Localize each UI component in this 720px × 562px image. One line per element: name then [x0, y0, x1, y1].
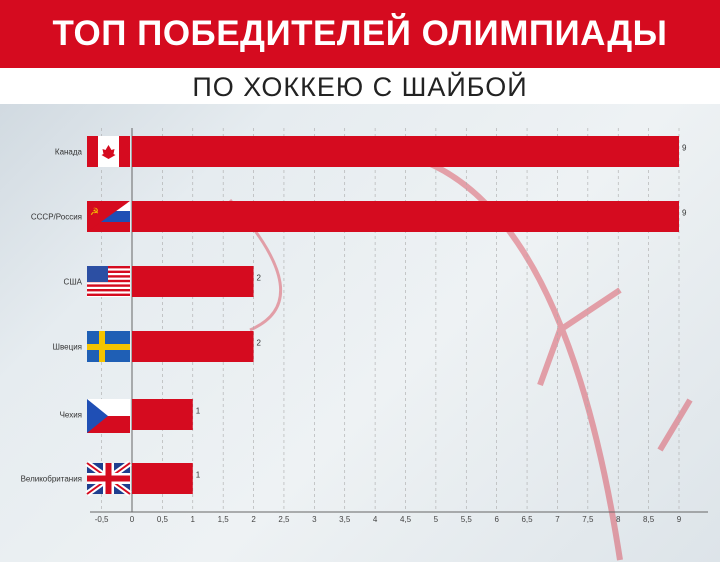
canada-flag-icon [87, 136, 130, 167]
data-label: 1 [196, 407, 201, 416]
bar-row: Канада 9 [55, 136, 687, 167]
bar [132, 266, 254, 297]
stripe [87, 289, 130, 292]
flag-part [87, 344, 130, 350]
page-subtitle: ПО ХОККЕЮ С ШАЙБОЙ [0, 68, 720, 104]
x-tick-label: 4 [373, 515, 378, 524]
bar-row: СССР/Россия ☭ 9 [31, 201, 687, 232]
x-tick-label: 8 [616, 515, 621, 524]
bar [132, 136, 679, 167]
usa-flag-icon [87, 266, 130, 297]
flag-part [87, 475, 130, 482]
x-tick-label: 2 [251, 515, 256, 524]
category-label: СССР/Россия [31, 213, 82, 222]
x-tick-label: 1,5 [218, 515, 230, 524]
bar [132, 201, 679, 232]
x-tick-label: 9 [677, 515, 682, 524]
sweden-flag-icon [87, 331, 130, 362]
stripe [87, 284, 130, 287]
x-tick-label: 5,5 [461, 515, 473, 524]
x-tick-label: 6,5 [521, 515, 533, 524]
data-label: 1 [196, 471, 201, 480]
data-label: 2 [257, 339, 262, 348]
category-label: Канада [55, 148, 83, 157]
stripe [87, 293, 130, 296]
x-tick-label: 0,5 [157, 515, 169, 524]
x-tick-label: 2,5 [278, 515, 290, 524]
x-tick-label: 3,5 [339, 515, 351, 524]
category-label: США [64, 278, 83, 287]
x-tick-label: 7 [555, 515, 560, 524]
flag-part [87, 201, 130, 232]
bar-row: Великобритания 1 [21, 460, 201, 497]
uk-flag-icon [85, 460, 132, 497]
data-label: 2 [257, 274, 262, 283]
bar [132, 399, 193, 430]
x-tick-label: 0 [130, 515, 135, 524]
canton [87, 266, 108, 282]
x-tick-label: 6 [494, 515, 499, 524]
flag-part [119, 136, 130, 167]
maple-leaf [101, 145, 116, 159]
x-tick-label: 7,5 [582, 515, 594, 524]
flag-part [87, 399, 108, 433]
stripe [87, 270, 130, 273]
flag-part [87, 222, 130, 232]
bar-chart: -0,5 0 0,5 1 1,5 2 2,5 3 3,5 4 4,5 5 5,5 6 6,5 7 7,5 8 8,5… [21, 128, 708, 561]
data-label: 9 [682, 209, 687, 218]
ussr-russia-flag-icon: ☭ [87, 201, 130, 232]
category-label: Швеция [53, 343, 82, 352]
bar [132, 331, 254, 362]
x-tick-label: 4,5 [400, 515, 412, 524]
page-title: ТОП ПОБЕДИТЕЛЕЙ ОЛИМПИАДЫ [0, 0, 720, 68]
data-label: 9 [682, 144, 687, 153]
x-tick-label: -0,5 [95, 515, 109, 524]
x-tick-label: 5 [434, 515, 439, 524]
stripe [87, 266, 130, 269]
czech-flag-icon [87, 399, 130, 433]
category-label: Чехия [60, 411, 82, 420]
x-tick-label: 3 [312, 515, 317, 524]
x-tick-label: 8,5 [643, 515, 655, 524]
bar-row: Швеция 2 [53, 331, 262, 362]
stripe [87, 279, 130, 283]
category-label: Великобритания [21, 475, 82, 484]
hammer-sickle: ☭ [90, 207, 99, 218]
bar-row: Чехия 1 [60, 399, 201, 433]
bar-row: США 2 [64, 266, 262, 297]
flag-part [87, 136, 98, 167]
stripe [87, 275, 130, 278]
bar [132, 463, 193, 494]
x-tick-label: 1 [191, 515, 196, 524]
